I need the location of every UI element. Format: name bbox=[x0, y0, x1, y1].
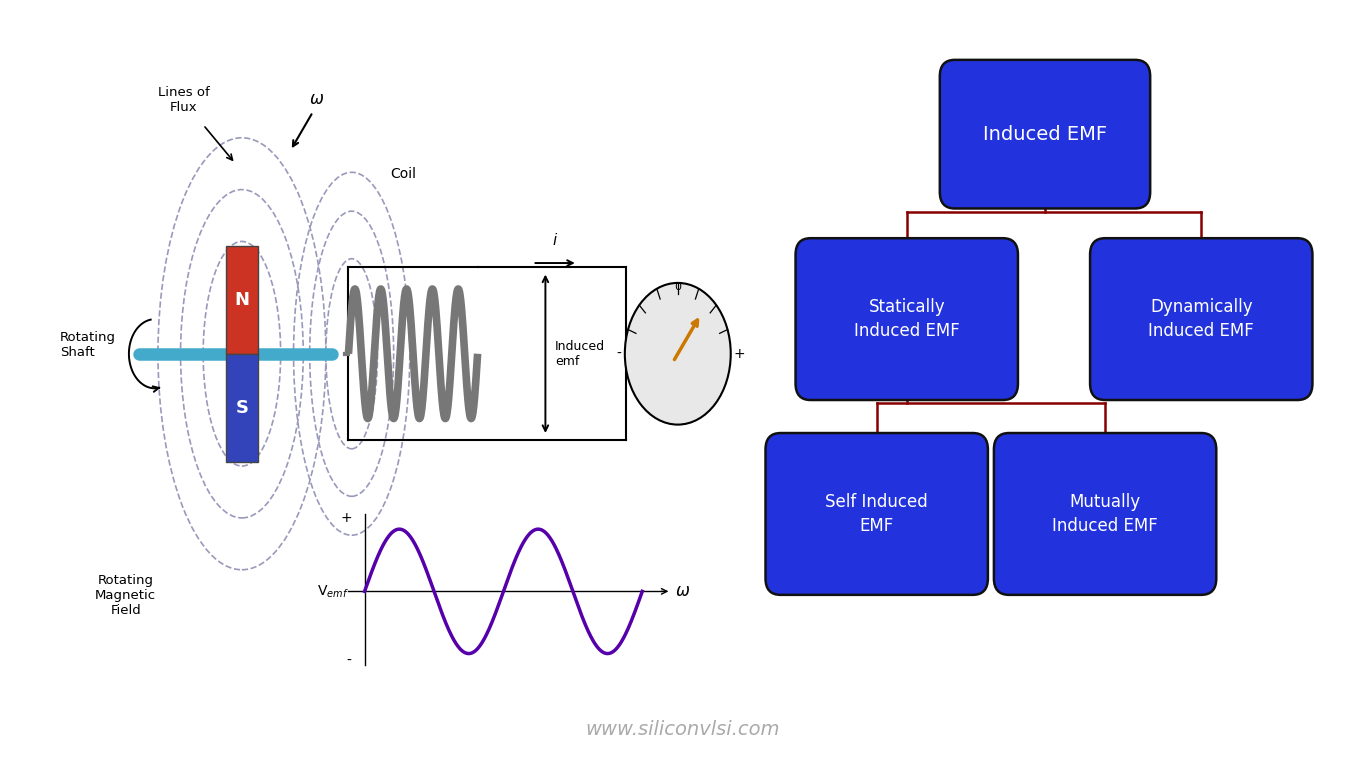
Text: Mutually
Induced EMF: Mutually Induced EMF bbox=[1052, 493, 1158, 535]
Text: +: + bbox=[340, 511, 351, 525]
Text: Rotating
Magnetic
Field: Rotating Magnetic Field bbox=[96, 574, 156, 617]
Text: V$_{emf}$: V$_{emf}$ bbox=[317, 583, 348, 600]
Text: Statically
Induced EMF: Statically Induced EMF bbox=[854, 298, 960, 340]
Text: Lines of
Flux: Lines of Flux bbox=[158, 86, 209, 114]
Text: -: - bbox=[347, 654, 351, 667]
Text: www.siliconvlsi.com: www.siliconvlsi.com bbox=[586, 720, 780, 739]
Text: 0: 0 bbox=[675, 282, 682, 292]
Text: S: S bbox=[235, 399, 249, 417]
FancyBboxPatch shape bbox=[1090, 238, 1313, 400]
FancyBboxPatch shape bbox=[795, 238, 1018, 400]
Text: +: + bbox=[734, 347, 746, 361]
Text: Dynamically
Induced EMF: Dynamically Induced EMF bbox=[1149, 298, 1254, 340]
Circle shape bbox=[624, 283, 731, 425]
Text: i: i bbox=[553, 233, 557, 248]
Text: $\omega$: $\omega$ bbox=[309, 90, 324, 108]
Bar bbox=[225, 354, 258, 462]
Text: -: - bbox=[616, 347, 622, 361]
FancyBboxPatch shape bbox=[994, 433, 1216, 595]
Text: Induced EMF: Induced EMF bbox=[984, 124, 1106, 144]
FancyBboxPatch shape bbox=[765, 433, 988, 595]
Text: Rotating
Shaft: Rotating Shaft bbox=[60, 331, 116, 359]
Text: Induced
emf: Induced emf bbox=[555, 339, 605, 368]
Text: Self Induced
EMF: Self Induced EMF bbox=[825, 493, 928, 535]
Text: Coil: Coil bbox=[391, 167, 417, 181]
Text: $\omega$: $\omega$ bbox=[675, 582, 690, 601]
Text: N: N bbox=[235, 291, 250, 309]
FancyBboxPatch shape bbox=[940, 60, 1150, 208]
Bar bbox=[225, 246, 258, 354]
